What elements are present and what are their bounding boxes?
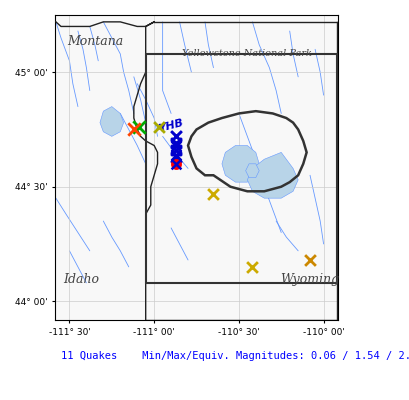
Text: Wyoming: Wyoming: [280, 273, 339, 286]
Point: [173, 147, 179, 153]
Point: [306, 257, 312, 263]
Text: Montana: Montana: [67, 35, 123, 48]
Point: [173, 133, 179, 140]
Polygon shape: [247, 152, 297, 198]
Polygon shape: [221, 146, 258, 182]
Text: 11 Quakes    Min/Max/Equiv. Magnitudes: 0.06 / 1.54 / 2.163: 11 Quakes Min/Max/Equiv. Magnitudes: 0.0…: [61, 351, 409, 361]
Polygon shape: [100, 106, 124, 136]
Point: [173, 161, 179, 167]
Point: [173, 152, 179, 158]
Point: [155, 124, 162, 130]
Text: Yellowstone National Park: Yellowstone National Park: [182, 49, 312, 58]
Text: Idaho: Idaho: [63, 273, 99, 286]
Point: [173, 140, 179, 146]
Point: [130, 126, 137, 133]
Point: [249, 264, 255, 270]
Point: [173, 161, 179, 167]
Polygon shape: [245, 164, 258, 178]
Point: [135, 124, 142, 130]
Bar: [145, 54, 336, 283]
Text: YHB: YHB: [157, 118, 184, 134]
Point: [210, 190, 216, 197]
Point: [173, 154, 179, 160]
Point: [173, 133, 179, 140]
Point: [173, 142, 179, 149]
